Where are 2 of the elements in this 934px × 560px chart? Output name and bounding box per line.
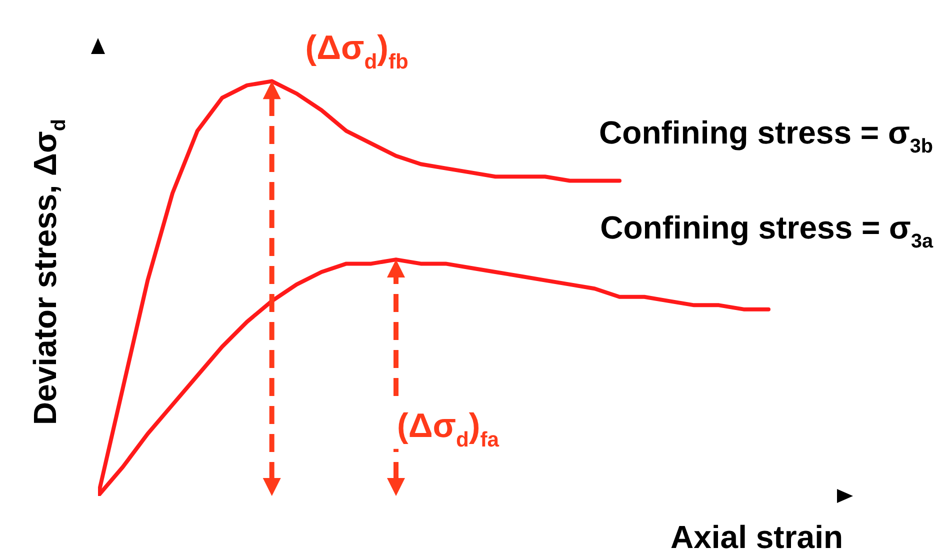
y-axis-title: Deviator stress, Δσd xyxy=(27,118,70,426)
x-axis-title: Axial strain xyxy=(670,519,843,555)
